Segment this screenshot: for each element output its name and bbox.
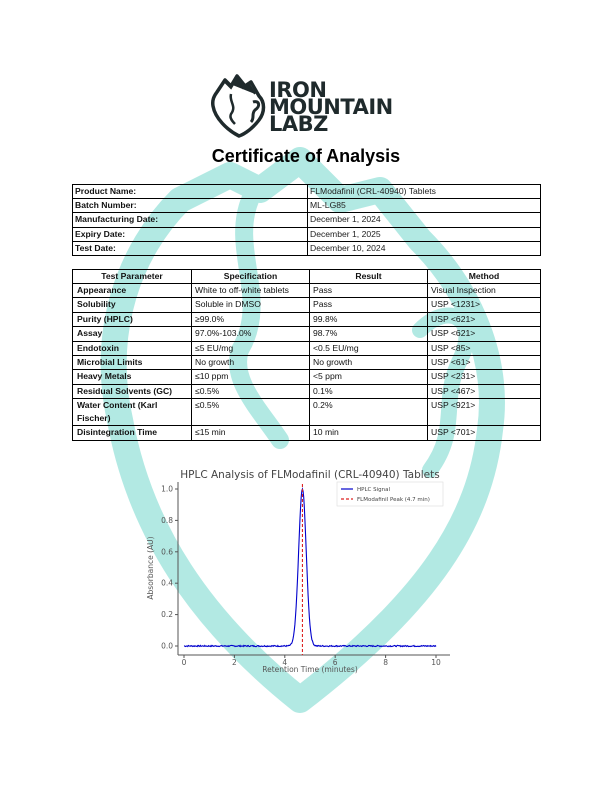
chart-legend: HPLC Signal FLModafinil Peak (4.7 min) [336, 481, 444, 507]
hplc-chart-svg: HPLC Analysis of FLModafinil (CRL-40940)… [146, 469, 450, 674]
info-row: Batch Number: ML-LG85 [72, 198, 541, 214]
info-label: Product Name: [72, 183, 308, 200]
test-specification: ≤0.5% [191, 383, 310, 400]
test-parameter: Residual Solvents (GC) [72, 383, 192, 400]
test-result: Pass [309, 282, 428, 299]
svg-text:0.8: 0.8 [161, 516, 173, 525]
table-row: Solubility Soluble in DMSO Pass USP <1231> [72, 297, 541, 313]
test-result: No growth [309, 354, 428, 371]
table-row: Microbial Limits No growth No growth USP <6… [72, 354, 541, 371]
info-value: ML-LG85 [307, 198, 541, 214]
info-label: Manufacturing Date: [72, 212, 308, 228]
test-parameter: Appearance [72, 282, 192, 299]
test-specification: White to off-white tablets [191, 282, 310, 299]
header-test-parameter: Test Parameter [72, 269, 192, 284]
table-row: Endotoxin ≤5 EU/mg <0.5 EU/mg USP <85> [72, 340, 541, 356]
test-result: 0.2% [309, 398, 428, 427]
table-row: Purity (HPLC) ≥99.0% 99.8% USP <621> [72, 311, 541, 328]
svg-text:0: 0 [182, 658, 187, 667]
test-method: USP <61> [427, 354, 541, 371]
test-result: <5 ppm [309, 369, 428, 385]
test-parameter: Water Content (Karl Fischer) [72, 398, 192, 427]
svg-text:0.6: 0.6 [161, 547, 173, 556]
test-result: 10 min [309, 425, 428, 441]
mountain-fist-icon [211, 74, 266, 138]
table-row: Appearance White to off-white tablets Pass… [72, 282, 541, 299]
svg-text:0.2: 0.2 [161, 610, 173, 619]
test-parameter: Microbial Limits [72, 354, 192, 371]
header-specification: Specification [191, 269, 310, 284]
test-parameter: Assay [72, 326, 192, 342]
info-label: Expiry Date: [72, 226, 308, 242]
legend-signal-label: HPLC Signal [357, 487, 390, 493]
table-header-row: Test Parameter Specification Result Meth… [72, 269, 541, 284]
test-specification: ≤5 EU/mg [191, 340, 310, 356]
test-result: 0.1% [309, 383, 428, 400]
test-specification: ≤10 ppm [191, 369, 310, 385]
test-method: USP <621> [427, 311, 541, 328]
x-axis-label: Retention Time (minutes) [262, 665, 358, 674]
info-value: December 1, 2024 [307, 212, 541, 228]
test-method: USP <921> [427, 398, 541, 427]
y-axis-label: Absorbance (AU) [146, 536, 155, 599]
header-result: Result [309, 269, 428, 284]
info-value: December 10, 2024 [307, 240, 541, 256]
svg-text:0.0: 0.0 [161, 642, 173, 651]
test-parameter: Heavy Metals [72, 369, 192, 385]
test-result: 98.7% [309, 326, 428, 342]
test-specification: Soluble in DMSO [191, 297, 310, 313]
table-row: Water Content (Karl Fischer) ≤0.5% 0.2% USP… [72, 398, 541, 427]
brand-logo: IRON MOUNTAIN LABZ [209, 72, 409, 138]
test-specification: ≤15 min [191, 425, 310, 441]
brand-line-1: IRON [269, 78, 327, 102]
info-value: December 1, 2025 [307, 226, 541, 242]
test-specification: 97.0%-103.0% [191, 326, 310, 342]
product-info-table: Product Name: FLModafinil (CRL-40940) Tab… [72, 183, 541, 256]
test-result: 99.8% [309, 311, 428, 328]
page-title: Certificate of Analysis [211, 146, 401, 166]
info-row: Expiry Date: December 1, 2025 [72, 226, 541, 242]
svg-text:8: 8 [383, 658, 388, 667]
test-result: Pass [309, 297, 428, 313]
chart-title: HPLC Analysis of FLModafinil (CRL-40940)… [180, 469, 439, 481]
y-ticks: 0.0 0.2 0.4 0.6 0.8 1.0 [161, 485, 178, 651]
svg-text:0.4: 0.4 [161, 579, 173, 588]
test-specification: No growth [191, 354, 310, 371]
info-label: Test Date: [72, 240, 308, 256]
test-method: USP <467> [427, 383, 541, 400]
info-row: Product Name: FLModafinil (CRL-40940) Tab… [72, 183, 541, 200]
info-value: FLModafinil (CRL-40940) Tablets [307, 183, 541, 200]
header-method: Method [427, 269, 541, 284]
svg-text:2: 2 [232, 658, 237, 667]
legend-peak-label: FLModafinil Peak (4.7 min) [357, 497, 430, 503]
info-row: Test Date: December 10, 2024 [72, 240, 541, 256]
table-row: Residual Solvents (GC) ≤0.5% 0.1% USP <467> [72, 383, 541, 400]
brand-line-2: MOUNTAIN [269, 95, 393, 119]
test-method: USP <1231> [427, 297, 541, 313]
test-specification: ≤0.5% [191, 398, 310, 427]
brand-name: IRON MOUNTAIN LABZ [269, 78, 393, 136]
test-parameter: Purity (HPLC) [72, 311, 192, 328]
test-parameter: Endotoxin [72, 340, 192, 356]
brand-line-3: LABZ [269, 112, 328, 136]
table-row: Assay 97.0%-103.0% 98.7% USP <621> [72, 326, 541, 342]
test-method: Visual Inspection [427, 282, 541, 299]
table-row: Disintegration Time ≤15 min 10 min USP <701… [72, 425, 541, 441]
svg-text:1.0: 1.0 [161, 485, 173, 494]
test-result: <0.5 EU/mg [309, 340, 428, 356]
hplc-signal-line [183, 487, 437, 648]
svg-text:10: 10 [431, 658, 441, 667]
test-method: USP <231> [427, 369, 541, 385]
hplc-chart: HPLC Analysis of FLModafinil (CRL-40940)… [140, 462, 460, 682]
test-results-table: Test Parameter Specification Result Meth… [72, 269, 541, 441]
test-specification: ≥99.0% [191, 311, 310, 328]
table-row: Heavy Metals ≤10 ppm <5 ppm USP <231> [72, 369, 541, 385]
info-label: Batch Number: [72, 198, 308, 214]
test-method: USP <701> [427, 425, 541, 441]
test-method: USP <85> [427, 340, 541, 356]
test-parameter: Disintegration Time [72, 425, 192, 441]
test-method: USP <621> [427, 326, 541, 342]
info-row: Manufacturing Date: December 1, 2024 [72, 212, 541, 228]
test-parameter: Solubility [72, 297, 192, 313]
